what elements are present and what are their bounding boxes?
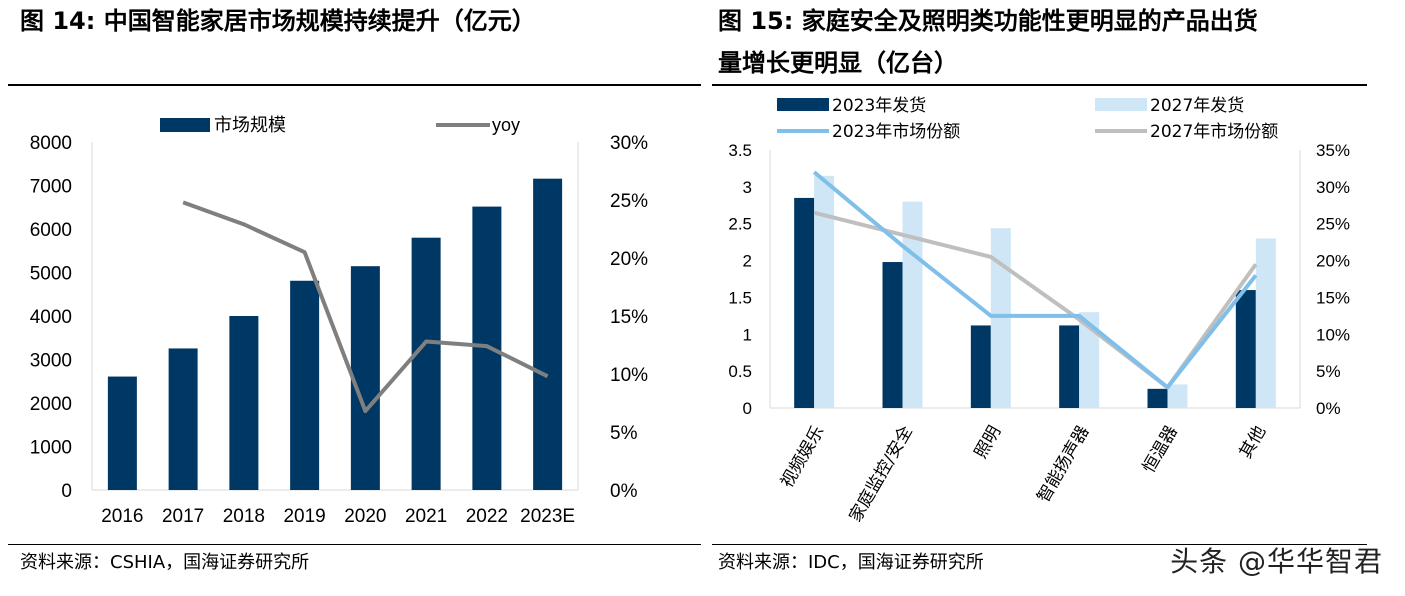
y-tick-label: 0: [743, 399, 752, 418]
x-tick-label: 恒温器: [1139, 423, 1182, 477]
figure-15-title-line2: 量增长更明显（亿台）: [718, 49, 958, 77]
figure-14-title: 图 14: 中国智能家居市场规模持续提升（亿元）: [20, 7, 536, 35]
legend-label-market-size: 市场规模: [214, 115, 286, 136]
bar-market-size-2020: [350, 266, 380, 490]
legend-swatch-2023-shipments: [777, 98, 829, 111]
legend-label-yoy: yoy: [492, 115, 520, 135]
y2-tick-label: 15%: [610, 307, 648, 328]
x-tick-label: 2023E: [520, 506, 575, 527]
bar-2027-shipments-5: [1255, 238, 1276, 408]
left-title-rule: [8, 84, 701, 86]
y2-tick-label: 35%: [1316, 141, 1350, 160]
legend-swatch-2027-shipments: [1095, 98, 1147, 111]
x-tick-label: 其他: [1236, 423, 1270, 462]
y-tick-label: 8000: [30, 133, 72, 154]
y-tick-label: 0.5: [728, 362, 752, 381]
bar-market-size-2016: [107, 376, 137, 490]
y2-tick-label: 25%: [1316, 215, 1350, 234]
bar-2027-shipments-4: [1167, 384, 1188, 408]
bar-2023-shipments-3: [1059, 325, 1080, 408]
y2-tick-label: 30%: [610, 133, 648, 154]
y2-tick-label: 10%: [1316, 325, 1350, 344]
y-tick-label: 1000: [30, 438, 72, 459]
chart-shipments: 00.511.522.533.5 0%5%10%15%20%25%30%35% …: [728, 96, 1350, 526]
bar-2027-shipments-1: [902, 201, 923, 408]
y2-tick-label: 5%: [1316, 362, 1341, 381]
y-tick-label: 0: [61, 481, 72, 502]
x-tick-label: 2018: [223, 506, 265, 527]
bar-2023-shipments-1: [882, 262, 903, 408]
y-tick-label: 2: [743, 252, 752, 271]
y2-tick-label: 0%: [1316, 399, 1341, 418]
watermark-text: 头条 @华华智君: [1170, 545, 1383, 578]
x-tick-label: 照明: [971, 422, 1005, 461]
right-title-rule: [712, 84, 1367, 86]
y2-tick-label: 10%: [610, 365, 648, 386]
y2-tick-label: 15%: [1316, 288, 1350, 307]
bar-2023-shipments-4: [1147, 388, 1168, 408]
x-tick-label: 视频娱乐: [777, 423, 828, 492]
y2-tick-label: 20%: [1316, 252, 1350, 271]
legend-label-2023-share: 2023年市场份额: [832, 122, 960, 142]
bar-market-size-2017: [168, 348, 198, 490]
y-tick-label: 3: [743, 178, 752, 197]
y-tick-label: 1: [743, 325, 752, 344]
chart-market-size: 0 1000 2000 3000 4000 5000 6000 7000 8000 0% 5% 10…: [30, 115, 648, 527]
right-bottom-rule: [712, 544, 1367, 545]
y-tick-label: 2.5: [728, 215, 752, 234]
bar-2027-shipments-0: [814, 175, 835, 408]
x-tick-label: 2017: [162, 506, 204, 527]
x-tick-label: 2020: [344, 506, 386, 527]
bar-2023-shipments-2: [970, 325, 991, 408]
line-2023-share: [812, 170, 1258, 390]
x-tick-label: 智能扬声器: [1034, 423, 1094, 507]
y2-tick-label: 30%: [1316, 178, 1350, 197]
bar-2027-shipments-2: [990, 228, 1011, 408]
x-tick-label: 2016: [101, 506, 143, 527]
y-tick-label: 3.5: [728, 141, 752, 160]
left-source-note: 资料来源：CSHIA，国海证券研究所: [20, 552, 310, 573]
y-tick-label: 5000: [30, 264, 72, 285]
y-tick-label: 3000: [30, 351, 72, 372]
bar-2023-shipments-0: [794, 197, 815, 408]
bar-market-size-2023E: [533, 178, 563, 490]
bar-market-size-2019: [290, 280, 320, 490]
y2-tick-label: 0%: [610, 481, 638, 502]
legend-label-2027-share: 2027年市场份额: [1150, 122, 1278, 142]
x-tick-label: 2022: [466, 506, 508, 527]
y-tick-label: 7000: [30, 177, 72, 198]
line-yoy: [182, 200, 549, 414]
y2-tick-label: 20%: [610, 249, 648, 270]
y-tick-label: 6000: [30, 220, 72, 241]
right-source-note: 资料来源：IDC，国海证券研究所: [718, 552, 984, 573]
legend-swatch-market-size: [160, 118, 210, 132]
bar-market-size-2018: [229, 316, 259, 490]
y-tick-label: 4000: [30, 307, 72, 328]
bar-2023-shipments-5: [1235, 290, 1256, 408]
left-bottom-rule: [8, 544, 701, 545]
y-tick-label: 2000: [30, 394, 72, 415]
x-tick-label: 2021: [405, 506, 447, 527]
figure-15-title-line1: 图 15: 家庭安全及照明类功能性更明显的产品出货: [718, 7, 1258, 35]
legend-label-2023-shipments: 2023年发货: [832, 96, 926, 116]
y-tick-label: 1.5: [728, 288, 752, 307]
x-tick-label: 2019: [283, 506, 325, 527]
bar-2027-shipments-3: [1079, 312, 1100, 408]
bar-market-size-2021: [411, 237, 441, 490]
legend-label-2027-shipments: 2027年发货: [1150, 96, 1244, 116]
x-tick-label: 家庭监控/安全: [846, 423, 917, 526]
y2-tick-label: 5%: [610, 423, 638, 444]
y2-tick-label: 25%: [610, 191, 648, 212]
